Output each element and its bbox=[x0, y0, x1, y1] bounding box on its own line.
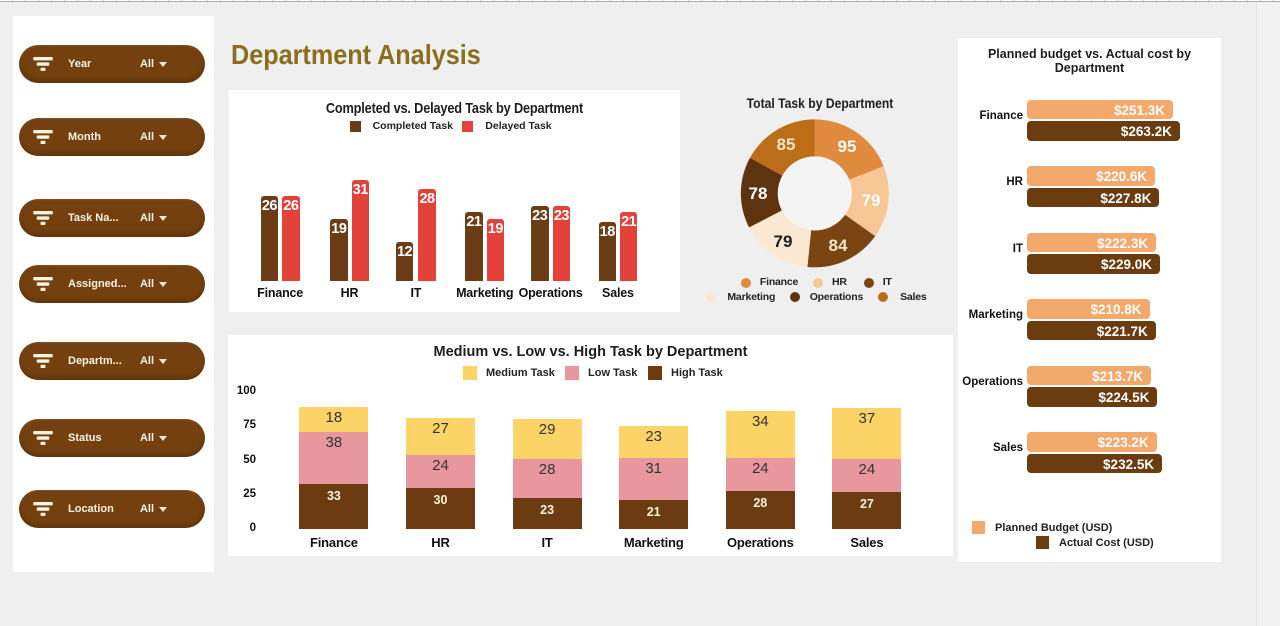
svg-text:85: 85 bbox=[777, 135, 796, 154]
svg-text:78: 78 bbox=[749, 184, 768, 203]
svg-text:79: 79 bbox=[862, 191, 881, 210]
svg-text:95: 95 bbox=[838, 137, 857, 156]
svg-text:79: 79 bbox=[774, 232, 793, 251]
svg-text:84: 84 bbox=[829, 236, 848, 255]
